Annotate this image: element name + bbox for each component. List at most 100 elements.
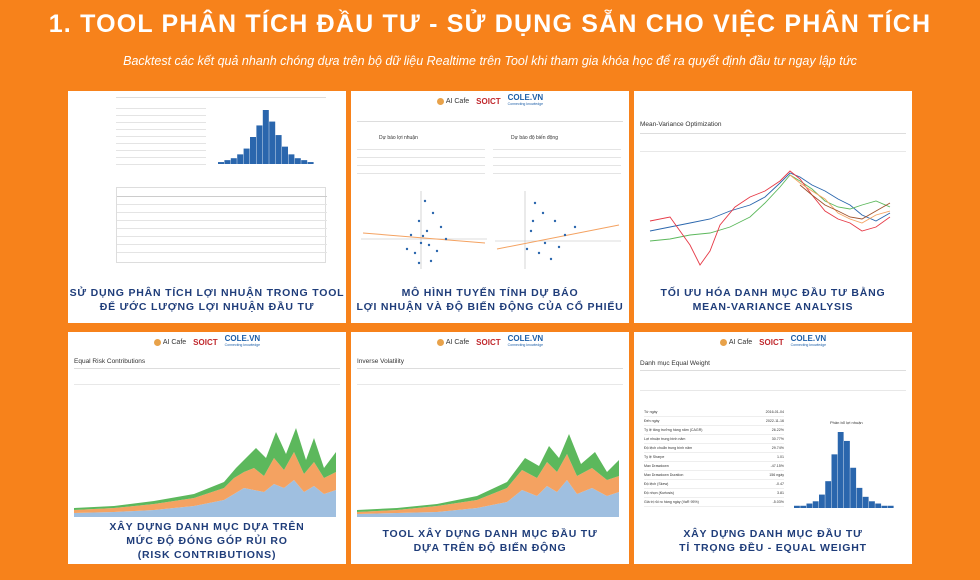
stats-value: 2016-01-04 [765, 410, 784, 414]
stats-key: Độ nhọn (Kurtosis) [644, 491, 674, 495]
shot-title: Danh mục Equal Weight [640, 360, 710, 367]
stats-value: -5.03% [772, 500, 784, 504]
stats-table: Từ ngày 2016-01-04 Đến ngày 2022-11-16 Tỷ lệ… [644, 408, 784, 507]
screenshot-mean-variance: Mean-Variance Optimization [634, 91, 912, 276]
stats-value: 26.22% [771, 428, 784, 432]
stats-row: Lợi nhuận trung bình năm 30.77% [644, 435, 784, 444]
caption-line: XÂY DỰNG DANH MỤC DỰA TRÊN [109, 520, 305, 533]
histogram-bar [875, 503, 882, 508]
histogram-bar [243, 148, 250, 164]
card-caption: TỐI ƯU HÓA DANH MỤC ĐẦU TƯ BẰNG MEAN-VAR… [634, 276, 912, 323]
stats-value: -0.47 [775, 482, 784, 486]
histogram-bar [862, 496, 869, 508]
caption-line: TỈ TRỌNG ĐỀU - EQUAL WEIGHT [679, 541, 867, 554]
histogram-title: Phân bổ lợi nhuận [830, 420, 863, 425]
histogram-bar [844, 440, 850, 508]
histogram-bar [831, 454, 838, 508]
page-title: 1. TOOL PHÂN TÍCH ĐẦU TƯ - SỬ DỤNG SẴN C… [48, 10, 932, 38]
caption-line: ĐỂ ƯỚC LƯỢNG LỢI NHUẬN ĐẦU TƯ [99, 300, 315, 313]
histogram-bar [282, 146, 288, 164]
histogram-bar [856, 487, 863, 508]
partner-logos: AI Cafe SOICT COLE.VN Connecting knowledg… [351, 91, 629, 111]
stats-key: Từ ngày [644, 410, 658, 414]
scatter-volatility [495, 191, 621, 269]
caption-line: SỬ DỤNG PHÂN TÍCH LỢI NHUẬN TRONG TOOL [69, 286, 345, 299]
cole-logo: COLE.VN Connecting knowledge [507, 93, 544, 107]
card-risk-contribution[interactable]: AI Cafe SOICT COLE.VN Connecting knowledg… [68, 332, 346, 564]
stats-value: -47.15% [770, 464, 784, 468]
histogram-bar [837, 432, 844, 508]
card-caption: TOOL XÂY DỰNG DANH MỤC ĐẦU TƯ DỰA TRÊN Đ… [351, 517, 629, 564]
stats-row: Từ ngày 2016-01-04 [644, 408, 784, 417]
stats-key: Độ lệch chuẩn trung bình năm [644, 446, 693, 450]
card-caption: XÂY DỰNG DANH MỤC DỰA TRÊN MỨC ĐỘ ĐÓNG G… [68, 517, 346, 564]
histogram-bar [218, 162, 224, 164]
stats-row: Đến ngày 2022-11-16 [644, 417, 784, 426]
stats-value: 3.81 [777, 491, 784, 495]
histogram-bar [887, 505, 894, 508]
shot-title: Equal Risk Contributions [74, 358, 146, 365]
stats-key: Max Drawdown [644, 464, 669, 468]
histogram-bar [850, 467, 857, 508]
caption-line: MỨC ĐỘ ĐÓNG GÓP RỦI RO [126, 534, 288, 547]
caption-line: (RISK CONTRIBUTIONS) [137, 548, 277, 561]
histogram-bar [812, 501, 819, 508]
histogram-bar [250, 137, 256, 164]
card-linear-forecast[interactable]: AI Cafe SOICT COLE.VN Connecting knowledg… [351, 91, 629, 323]
caption-line: LỢI NHUẬN VÀ ĐỘ BIẾN ĐỘNG CỦA CỔ PHIẾU [356, 300, 624, 313]
card-equal-weight[interactable]: AI Cafe SOICT COLE.VN Connecting knowledg… [634, 332, 912, 564]
aicafe-logo: AI Cafe [436, 338, 469, 346]
shot-title: Mean-Variance Optimization [640, 121, 722, 128]
histogram-bar [269, 121, 276, 164]
histogram-bar [237, 154, 244, 164]
histogram-bar [256, 125, 263, 164]
inverse-volatility-area-chart [357, 434, 619, 517]
histogram-bar [869, 501, 875, 508]
stats-row: Tỷ lệ tăng trưởng hàng năm (CAGR) 26.22% [644, 426, 784, 435]
histogram-bar [224, 160, 231, 164]
caption-line: DỰA TRÊN ĐỘ BIẾN ĐỘNG [413, 541, 567, 554]
stats-row: Max Drawdown Duration 156 ngày [644, 471, 784, 480]
profit-histogram [218, 110, 314, 164]
card-inverse-volatility[interactable]: AI Cafe SOICT COLE.VN Connecting knowledg… [351, 332, 629, 564]
panel-title-right: Dự báo độ biến động [511, 135, 558, 141]
partner-logos: AI Cafe SOICT COLE.VN Connecting knowledg… [351, 332, 629, 352]
card-caption: MÔ HÌNH TUYẾN TÍNH DỰ BÁO LỢI NHUẬN VÀ Đ… [351, 276, 629, 323]
soict-logo: SOICT [193, 337, 218, 347]
stats-key: Max Drawdown Duration [644, 473, 684, 477]
stats-value: 1.01 [777, 455, 784, 459]
shot-title: Inverse Volatility [357, 358, 404, 365]
scatter-return [361, 191, 487, 269]
cole-logo: COLE.VN Connecting knowledge [224, 334, 261, 348]
histogram-bar [881, 505, 888, 508]
screenshot-equal-weight: AI Cafe SOICT COLE.VN Connecting knowledg… [634, 332, 912, 517]
page-subtitle: Backtest các kết quả nhanh chóng dựa trê… [123, 54, 857, 68]
return-distribution-histogram [794, 432, 894, 508]
histogram-bar [806, 503, 813, 508]
caption-line: MÔ HÌNH TUYẾN TÍNH DỰ BÁO [401, 286, 579, 299]
soict-logo: SOICT [476, 337, 501, 347]
caption-line: TỐI ƯU HÓA DANH MỤC ĐẦU TƯ BẰNG [660, 286, 886, 299]
cole-logo: COLE.VN Connecting knowledge [790, 334, 827, 348]
stats-row: Độ nhọn (Kurtosis) 3.81 [644, 489, 784, 498]
histogram-bar [294, 158, 301, 164]
stats-key: Tỷ lệ Sharpe [644, 455, 665, 459]
histogram-bar [800, 505, 807, 508]
stats-value: 2022-11-16 [765, 419, 784, 423]
stats-row: Tỷ lệ Sharpe 1.01 [644, 453, 784, 462]
stats-key: Đến ngày [644, 419, 660, 423]
screenshot-profit-analysis [68, 91, 346, 276]
stats-value: 30.77% [771, 437, 784, 441]
caption-line: XÂY DỰNG DANH MỤC ĐẦU TƯ [683, 527, 863, 540]
aicafe-logo: AI Cafe [436, 97, 469, 105]
stats-row: Giá trị rủi ro hàng ngày (VaR 95%) -5.03% [644, 498, 784, 507]
risk-contribution-area-chart [74, 428, 336, 517]
card-mean-variance[interactable]: Mean-Variance Optimization TỐI ƯU HÓA DA… [634, 91, 912, 323]
histogram-bar [794, 505, 800, 508]
caption-line: TOOL XÂY DỰNG DANH MỤC ĐẦU TƯ [382, 527, 598, 540]
histogram-bar [825, 481, 832, 508]
card-profit-analysis[interactable]: SỬ DỤNG PHÂN TÍCH LỢI NHUẬN TRONG TOOL Đ… [68, 91, 346, 323]
histogram-bar [230, 158, 237, 164]
panel-title-left: Dự báo lợi nhuận [379, 135, 418, 141]
screenshot-risk-contribution: AI Cafe SOICT COLE.VN Connecting knowledg… [68, 332, 346, 517]
